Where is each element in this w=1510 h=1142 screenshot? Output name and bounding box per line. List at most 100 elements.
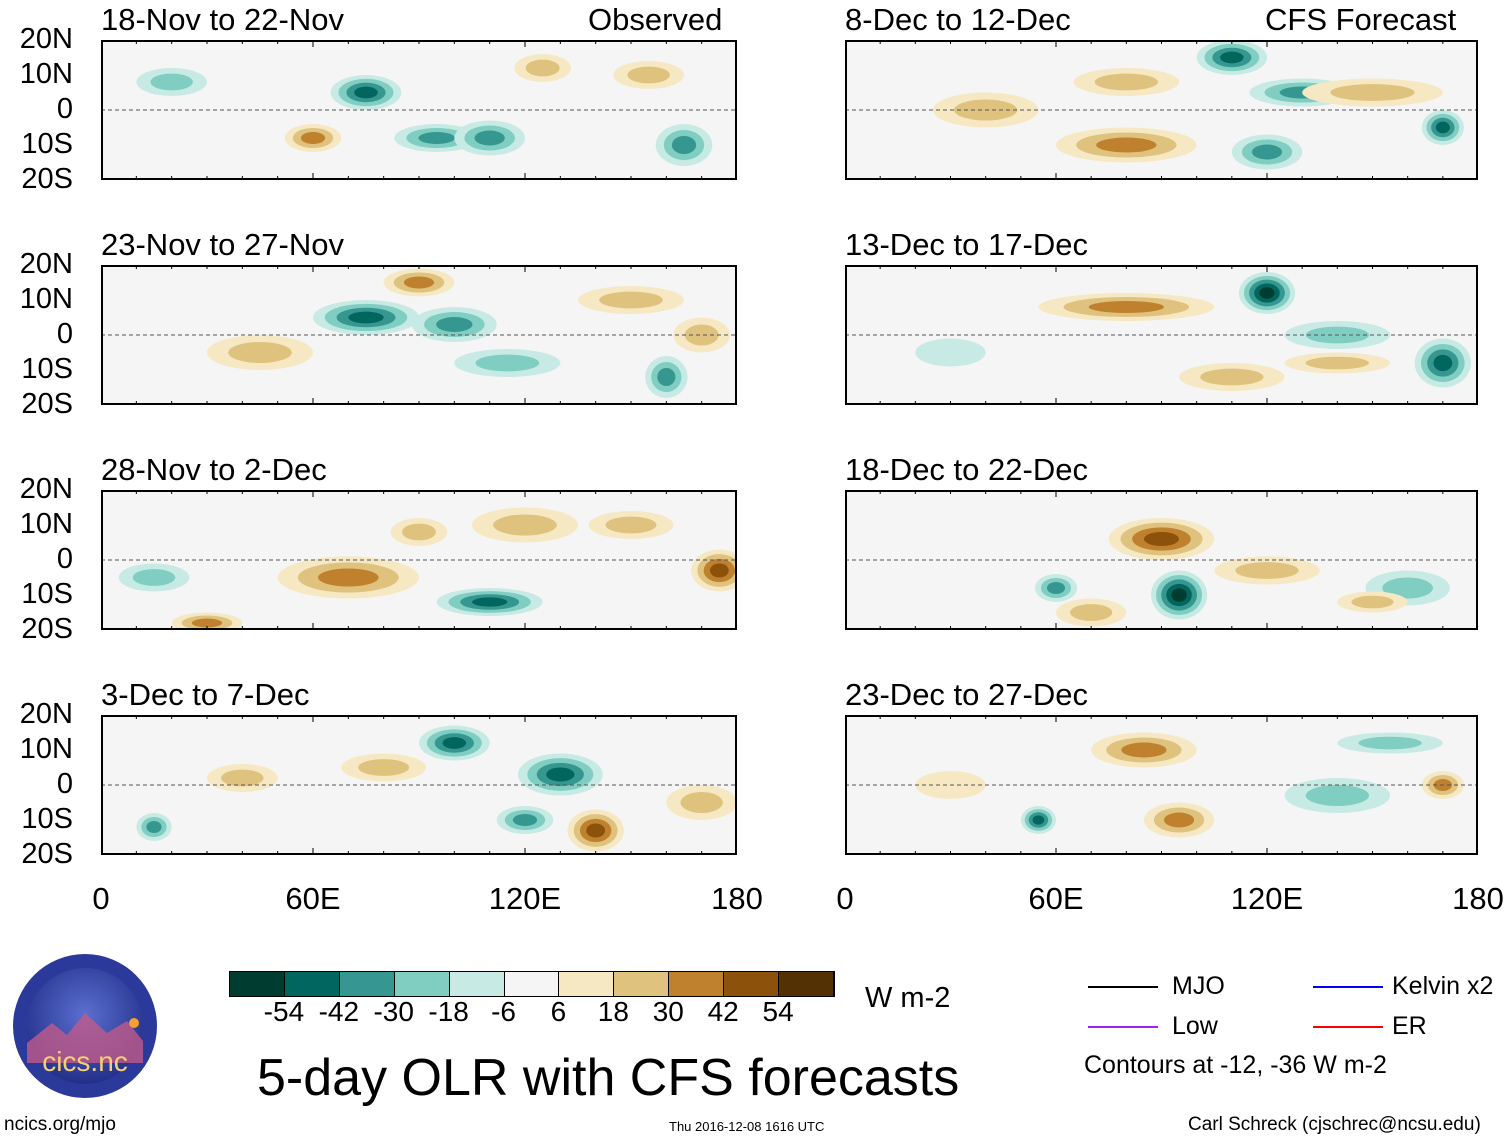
cics-logo: cics.nc <box>13 954 157 1098</box>
colorbar-swatch <box>394 972 450 996</box>
colorbar-tick-label: -18 <box>428 996 469 1027</box>
colorbar-units: W m-2 <box>865 982 951 1014</box>
legend-swatch-er <box>1313 1026 1383 1028</box>
olr-map-panel <box>101 490 737 630</box>
lat-label: 0 <box>56 543 73 575</box>
olr-anomaly <box>512 814 538 826</box>
olr-anomaly <box>1235 562 1299 579</box>
colorbar-tick-label: 30 <box>652 996 684 1027</box>
olr-anomaly <box>1351 595 1394 609</box>
olr-map-panel <box>845 715 1478 855</box>
lat-label: 20S <box>21 388 73 420</box>
lat-label: 20S <box>21 838 73 870</box>
panel-title: 3-Dec to 7-Dec <box>101 677 310 712</box>
olr-anomaly <box>546 767 575 782</box>
colorbar-swatch <box>504 972 560 996</box>
olr-anomaly <box>475 354 540 372</box>
panel-title: 23-Dec to 27-Dec <box>845 677 1088 712</box>
olr-anomaly <box>1382 577 1433 599</box>
olr-anomaly <box>1032 815 1045 825</box>
lat-label: 10N <box>19 58 73 90</box>
olr-anomaly <box>474 130 505 146</box>
olr-anomaly <box>1259 287 1275 299</box>
olr-map-panel <box>101 40 737 180</box>
lat-label: 20S <box>21 163 73 195</box>
olr-anomaly <box>1200 368 1264 386</box>
colorbar-tick-label: 54 <box>762 996 794 1027</box>
lat-label: 0 <box>56 93 73 125</box>
olr-anomaly <box>627 66 670 84</box>
forecast-label: CFS Forecast <box>1265 2 1457 37</box>
legend-label-kelvin: Kelvin x2 <box>1392 972 1494 1000</box>
olr-anomaly <box>709 563 729 578</box>
legend-label-mjo: MJO <box>1172 972 1225 1000</box>
lat-label: 0 <box>56 768 73 800</box>
olr-anomaly <box>150 73 193 91</box>
olr-anomaly <box>1143 532 1180 546</box>
olr-anomaly <box>525 59 560 77</box>
olr-map-panel <box>845 40 1478 180</box>
olr-anomaly <box>1121 742 1167 758</box>
lat-label: 20S <box>21 613 73 645</box>
olr-anomaly <box>300 132 326 144</box>
lon-label: 60E <box>1028 881 1084 916</box>
olr-anomaly <box>1251 144 1283 160</box>
lat-label: 10S <box>21 128 73 160</box>
colorbar-tick-label: -42 <box>318 996 360 1027</box>
olr-anomaly <box>684 324 719 346</box>
olr-anomaly <box>1305 785 1369 806</box>
lat-label: 10S <box>21 353 73 385</box>
olr-anomaly <box>1164 812 1195 828</box>
olr-anomaly <box>228 342 292 363</box>
olr-anomaly <box>657 368 676 386</box>
olr-anomaly <box>403 276 435 289</box>
colorbar-tick-label: -30 <box>373 996 414 1027</box>
observed-label: Observed <box>588 2 723 37</box>
lat-label: 20N <box>19 248 73 280</box>
logo-text: cics.nc <box>42 1046 128 1077</box>
olr-anomaly <box>1171 588 1187 602</box>
lon-label: 60E <box>285 881 341 916</box>
olr-anomaly <box>418 132 455 144</box>
colorbar-swatch <box>284 972 340 996</box>
legend-swatch-mjo <box>1088 986 1158 988</box>
footer-credit: Carl Schreck (cjschrec@ncsu.edu) <box>1188 1114 1481 1135</box>
panel-title: 8-Dec to 12-Dec <box>845 2 1071 37</box>
olr-anomaly <box>191 618 223 628</box>
olr-anomaly <box>318 568 379 587</box>
lat-label: 10S <box>21 578 73 610</box>
olr-anomaly <box>1358 736 1422 750</box>
olr-anomaly <box>915 338 986 367</box>
olr-anomaly <box>146 821 162 833</box>
lon-label: 0 <box>836 881 854 916</box>
olr-map-panel <box>845 490 1478 630</box>
olr-anomaly <box>1435 121 1450 134</box>
lon-label: 180 <box>1452 881 1504 916</box>
olr-anomaly <box>1096 137 1157 153</box>
olr-anomaly <box>680 792 723 813</box>
lat-label: 20N <box>19 473 73 505</box>
lon-label: 120E <box>1230 881 1304 916</box>
olr-anomaly <box>354 86 378 99</box>
colorbar-swatch <box>449 972 505 996</box>
lat-label: 20N <box>19 23 73 55</box>
panel-title: 23-Nov to 27-Nov <box>101 227 344 262</box>
olr-anomaly <box>1070 604 1113 621</box>
footer-timestamp: Thu 2016-12-08 1616 UTC <box>669 1119 825 1134</box>
legend-label-low: Low <box>1172 1012 1218 1040</box>
colorbar-tick-label: 42 <box>707 996 739 1027</box>
footer-url: ncics.org/mjo <box>4 1114 116 1135</box>
legend-label-er: ER <box>1392 1012 1427 1040</box>
olr-anomaly <box>1088 301 1165 313</box>
olr-anomaly <box>1220 51 1244 64</box>
colorbar-tick-label: 18 <box>597 996 629 1027</box>
olr-anomaly <box>586 823 606 838</box>
colorbar-tick-label: 6 <box>550 996 567 1027</box>
olr-anomaly <box>1330 84 1415 101</box>
lat-label: 10N <box>19 508 73 540</box>
colorbar-swatch <box>669 972 725 996</box>
olr-anomaly <box>132 569 176 586</box>
colorbar-swatch <box>339 972 395 996</box>
colorbar <box>229 971 835 997</box>
